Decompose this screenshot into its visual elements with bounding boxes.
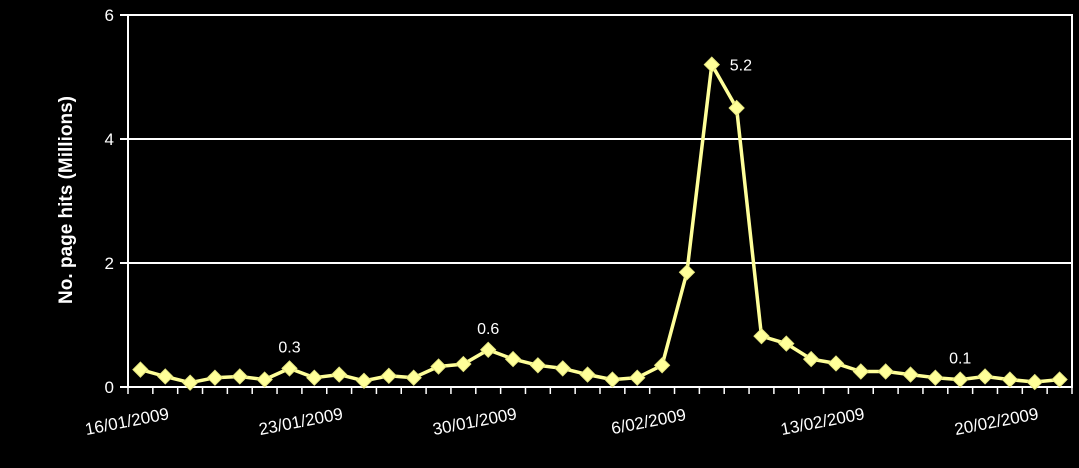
series-layer [132, 56, 1068, 391]
data-point [902, 366, 919, 383]
data-point [703, 56, 720, 73]
data-point [952, 371, 969, 388]
data-point [927, 369, 944, 386]
data-point [529, 357, 547, 374]
data-point [678, 264, 696, 281]
data-labels: 0.3 0.6 5.2 0.1 [278, 58, 971, 368]
data-point [281, 360, 298, 377]
x-tick-label: 13/02/2009 [779, 404, 866, 439]
data-point [380, 367, 398, 385]
data-point [976, 368, 994, 385]
data-point [504, 350, 522, 368]
data-label: 0.1 [949, 351, 971, 368]
data-label: 0.6 [477, 321, 499, 338]
data-point [579, 366, 596, 383]
data-point [157, 368, 174, 385]
data-point [405, 369, 422, 386]
x-tick-label: 6/02/2009 [610, 405, 688, 438]
data-point [1026, 373, 1043, 391]
x-tick-label: 30/01/2009 [431, 404, 518, 439]
data-point [778, 335, 795, 352]
data-point [604, 371, 621, 388]
data-point [753, 327, 770, 345]
data-point [629, 369, 646, 386]
data-point [827, 355, 845, 372]
data-point [181, 374, 199, 391]
y-tick-label: 0 [105, 378, 114, 397]
y-tick-label: 2 [105, 254, 114, 273]
data-point [653, 357, 671, 374]
data-label: 5.2 [730, 58, 752, 75]
data-point [206, 369, 224, 386]
data-point [1001, 371, 1019, 388]
plot-area [127, 14, 1073, 388]
y-tick-label: 6 [105, 6, 114, 25]
data-point [554, 360, 571, 377]
data-label: 0.3 [278, 339, 300, 356]
data-point [1051, 371, 1068, 388]
data-point [728, 99, 745, 117]
data-point [355, 372, 373, 390]
x-tick-label: 20/02/2009 [953, 404, 1040, 439]
x-tick-label: 16/01/2009 [83, 404, 170, 439]
data-point [430, 358, 447, 375]
data-point [852, 363, 870, 380]
x-tick-label: 23/01/2009 [257, 404, 344, 439]
y-axis-title: No. page hits (Millions) [56, 96, 77, 304]
data-point [231, 368, 248, 385]
data-point [480, 341, 497, 359]
data-point [306, 369, 323, 386]
y-tick-label: 4 [105, 130, 114, 149]
gridlines [128, 138, 1072, 264]
data-point [256, 371, 273, 388]
data-point [330, 366, 348, 383]
data-point [132, 361, 149, 378]
data-point [455, 355, 472, 373]
data-point [877, 363, 894, 380]
data-point [802, 350, 820, 368]
